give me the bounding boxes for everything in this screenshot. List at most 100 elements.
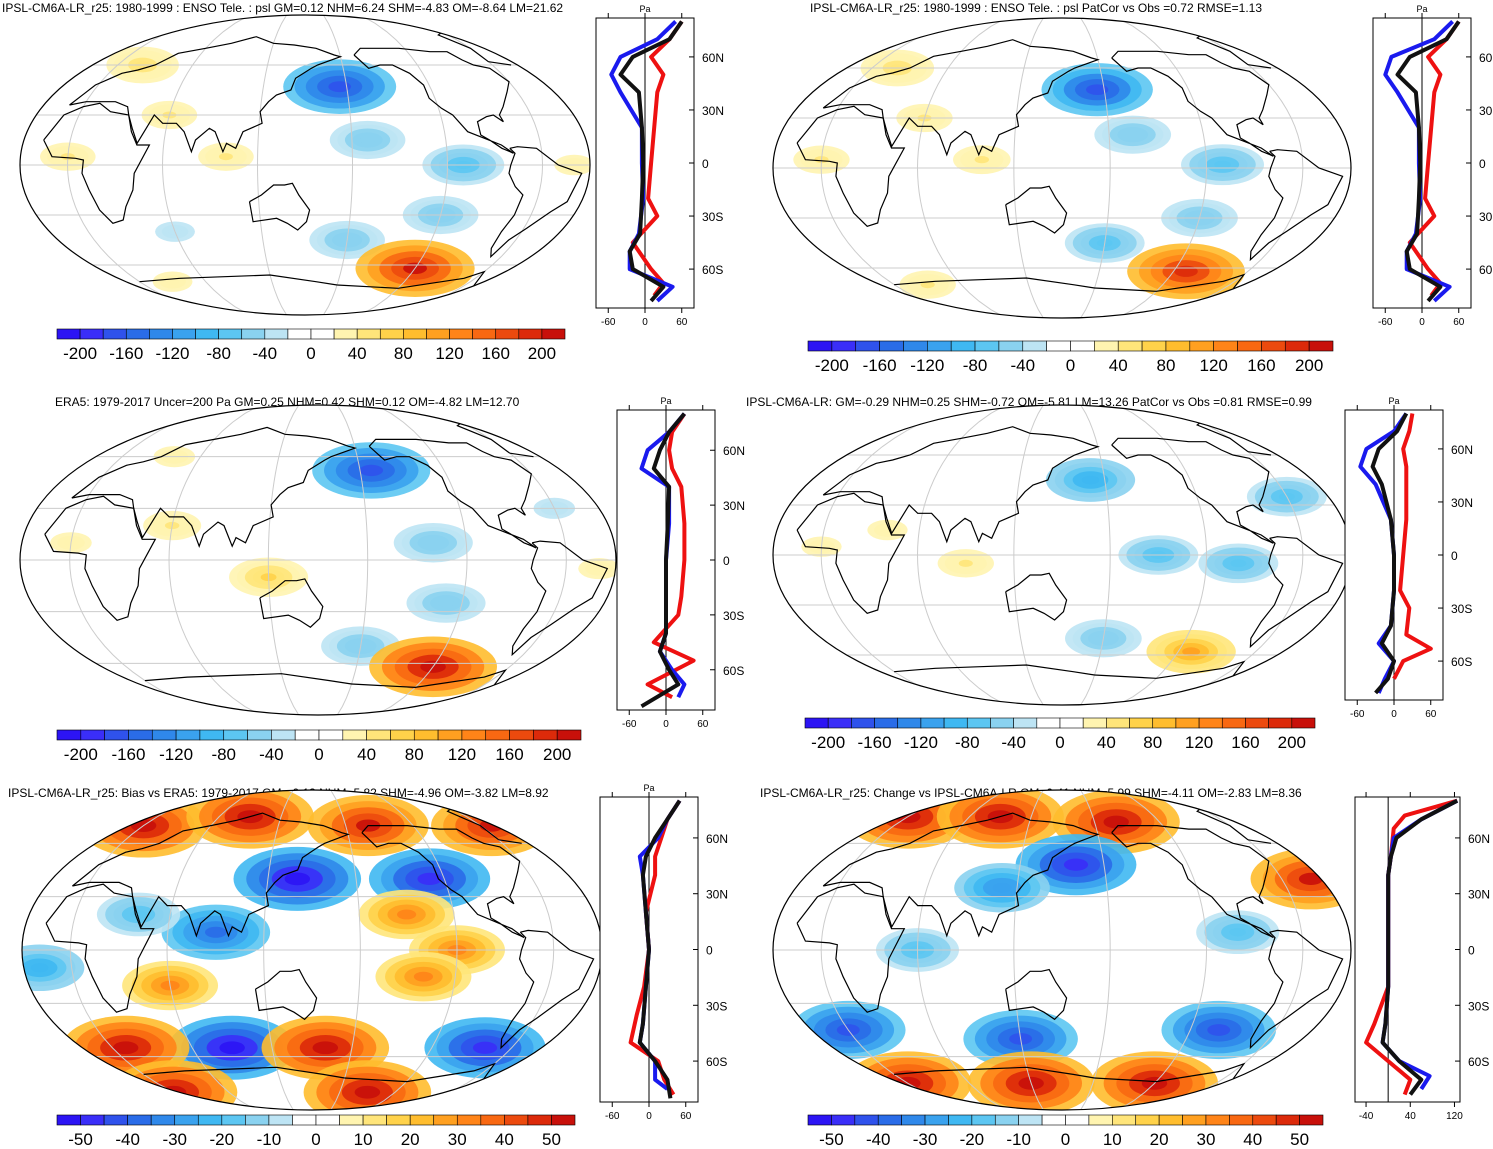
field-blob <box>1214 160 1231 169</box>
colorbar-bin <box>518 328 543 340</box>
colorbar-bin <box>1308 340 1334 352</box>
colorbar-bin <box>851 717 875 729</box>
colorbar-bin <box>426 328 450 340</box>
coastline <box>500 929 595 1050</box>
colorbar-bin <box>241 328 266 340</box>
field-blob <box>958 559 973 567</box>
field-blob <box>1086 84 1109 95</box>
colorbar-bin <box>1284 340 1310 352</box>
panel-title: IPSL-CM6A-LR_r25: 1980-1999 : ENSO Tele.… <box>2 1 563 15</box>
colorbar-bin <box>1268 717 1293 729</box>
colorbar-bin <box>472 328 497 340</box>
colorbar-bin <box>318 729 344 741</box>
field-blob <box>1229 927 1246 937</box>
coastline <box>368 438 537 549</box>
colorbar-tick-label: -160 <box>858 733 892 752</box>
field-blob <box>1174 265 1198 277</box>
coastline <box>351 669 508 695</box>
coastline <box>1247 839 1272 844</box>
zonal-profile: -60 0 60 Pa 60N 30N 0 30S 60S <box>1372 4 1493 328</box>
colorbar-bin <box>495 328 520 340</box>
colorbar-tick-label: 0 <box>311 1130 320 1149</box>
profile-series-black <box>618 20 684 303</box>
colorbar-bin <box>901 1114 926 1126</box>
profile-series-red <box>1392 413 1433 680</box>
colorbar-bin <box>1245 717 1269 729</box>
field-blob <box>1081 475 1100 485</box>
field-blob <box>328 81 351 93</box>
gridline-lon <box>162 15 251 315</box>
colorbar-tick-label: 20 <box>401 1130 420 1149</box>
gridline-lon <box>168 405 261 715</box>
map <box>773 790 1351 1110</box>
gridline-lon <box>820 18 969 318</box>
colorbar-bin <box>80 729 105 741</box>
gridline-lon <box>1155 18 1304 318</box>
colorbar-tick-label: 120 <box>1199 356 1227 375</box>
coastlines <box>796 417 1344 686</box>
colorbar-bin <box>879 340 904 352</box>
zonal-profile: -60 0 60 Pa 60N 30N 0 30S 60S <box>595 4 724 328</box>
field-blob <box>359 464 384 477</box>
gridline-lon <box>1155 405 1304 705</box>
profile-lat-label: 60S <box>723 664 744 678</box>
graticule <box>773 18 1351 318</box>
field-blob <box>1298 872 1324 885</box>
field-blob <box>218 153 233 161</box>
colorbar-bin <box>413 729 439 741</box>
gridline-lon <box>1117 790 1208 1110</box>
gridline-lon <box>405 790 555 1110</box>
colorbar-bin <box>807 1114 832 1126</box>
panel-title: IPSL-CM6A-LR: GM=-0.29 NHM=0.25 SHM=-0.7… <box>746 395 1312 409</box>
field-blob <box>438 599 454 608</box>
profile-series-black <box>1380 798 1459 1096</box>
profile-lat-label: 60S <box>1479 263 1493 277</box>
colorbar-tick-label: 80 <box>394 344 413 363</box>
colorbar-bin <box>990 717 1014 729</box>
profile-lat-label: 30S <box>706 999 727 1013</box>
colorbar-bin <box>271 729 296 741</box>
profile-unit-label: Pa <box>639 4 650 14</box>
colorbar-bin <box>1182 1114 1207 1126</box>
colorbar-tick-label: -160 <box>863 356 897 375</box>
profile-x-tick-label: 0 <box>642 317 648 328</box>
colorbar-bin <box>150 1114 176 1126</box>
colorbar-tick-label: 0 <box>1061 1130 1070 1149</box>
colorbar-tick-label: -80 <box>211 745 236 764</box>
gridline-lon <box>359 15 449 315</box>
colorbar-tick-label: -40 <box>259 745 284 764</box>
gridline-lon <box>367 790 458 1110</box>
profile-unit-label: Pa <box>660 396 671 406</box>
profile-lat-label: 30N <box>1479 104 1493 118</box>
colorbar-bin <box>1117 340 1143 352</box>
colorbar-bin <box>994 1114 1019 1126</box>
coastline <box>361 824 525 939</box>
coastline <box>337 270 486 296</box>
field-blob <box>204 926 227 938</box>
profile-x-tick-label: -60 <box>1350 709 1365 720</box>
colorbar-bin <box>294 729 320 741</box>
gridline-lon <box>1080 405 1111 705</box>
gridline-lon <box>1080 790 1111 1110</box>
profile-series-red <box>1407 20 1461 297</box>
colorbar-tick-label: 0 <box>1055 733 1064 752</box>
colorbar-bin <box>807 340 833 352</box>
colorbar-bin <box>533 729 558 741</box>
colorbar-tick-label: 40 <box>1243 1130 1262 1149</box>
field-blob <box>284 872 311 886</box>
map <box>20 405 616 715</box>
profile-lat-label: 60N <box>723 444 745 458</box>
colorbar-bin <box>433 1114 458 1126</box>
profile-x-tick-label: 0 <box>646 1111 652 1122</box>
colorbar-tick-label: 200 <box>1295 356 1323 375</box>
coastline <box>1094 660 1246 686</box>
colorbar-tick-label: -120 <box>159 745 193 764</box>
field-blob <box>1125 130 1141 139</box>
colorbar-bin <box>1252 1114 1277 1126</box>
colorbar-bin <box>920 717 945 729</box>
profile-x-tick-label: -60 <box>622 719 637 730</box>
coastline <box>1249 929 1344 1050</box>
gridline-lon <box>1155 790 1304 1110</box>
profile-lat-label: 0 <box>706 944 713 958</box>
colorbar-tick-label: 80 <box>1143 733 1162 752</box>
